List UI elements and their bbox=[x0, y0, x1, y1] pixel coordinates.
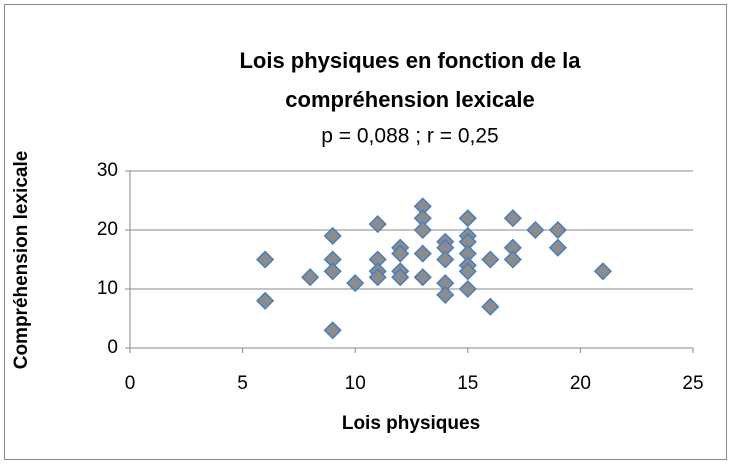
x-tick-label: 20 bbox=[570, 373, 591, 394]
y-tick-label: 10 bbox=[97, 278, 118, 299]
point bbox=[413, 220, 432, 240]
x-axis-label: Lois physiques bbox=[342, 413, 480, 434]
chart-title: Lois physiques en fonction de la compréhe… bbox=[239, 48, 581, 112]
point bbox=[368, 215, 387, 234]
point bbox=[391, 268, 410, 287]
x-tick-label: 5 bbox=[237, 373, 248, 394]
point bbox=[391, 244, 410, 263]
point bbox=[548, 220, 567, 240]
point bbox=[548, 238, 567, 257]
point bbox=[436, 250, 455, 269]
y-axis-label: Compréhension lexicale bbox=[11, 151, 32, 370]
point bbox=[458, 279, 477, 299]
point bbox=[256, 291, 275, 310]
point bbox=[436, 285, 455, 304]
x-tick-label: 10 bbox=[345, 373, 366, 394]
y-tick-label: 30 bbox=[97, 160, 118, 181]
point bbox=[413, 268, 432, 287]
point bbox=[593, 262, 612, 281]
point bbox=[323, 226, 342, 245]
point bbox=[481, 297, 500, 316]
point bbox=[503, 250, 522, 269]
point bbox=[458, 262, 477, 281]
y-tick-label: 0 bbox=[107, 337, 118, 358]
point bbox=[503, 209, 522, 228]
point bbox=[301, 268, 320, 287]
point bbox=[526, 220, 545, 240]
point bbox=[346, 274, 365, 293]
point bbox=[323, 262, 342, 281]
point bbox=[413, 244, 432, 263]
point bbox=[323, 321, 342, 340]
x-tick-label: 15 bbox=[457, 373, 478, 394]
point bbox=[481, 250, 500, 269]
point bbox=[256, 250, 275, 269]
chart-subtitle: p = 0,088 ; r = 0,25 bbox=[321, 125, 498, 148]
y-tick-label: 20 bbox=[97, 219, 118, 240]
x-tick-label: 25 bbox=[682, 373, 703, 394]
chart-border bbox=[4, 4, 727, 460]
point bbox=[458, 209, 477, 228]
x-tick-label: 0 bbox=[125, 373, 136, 394]
point bbox=[368, 268, 387, 287]
